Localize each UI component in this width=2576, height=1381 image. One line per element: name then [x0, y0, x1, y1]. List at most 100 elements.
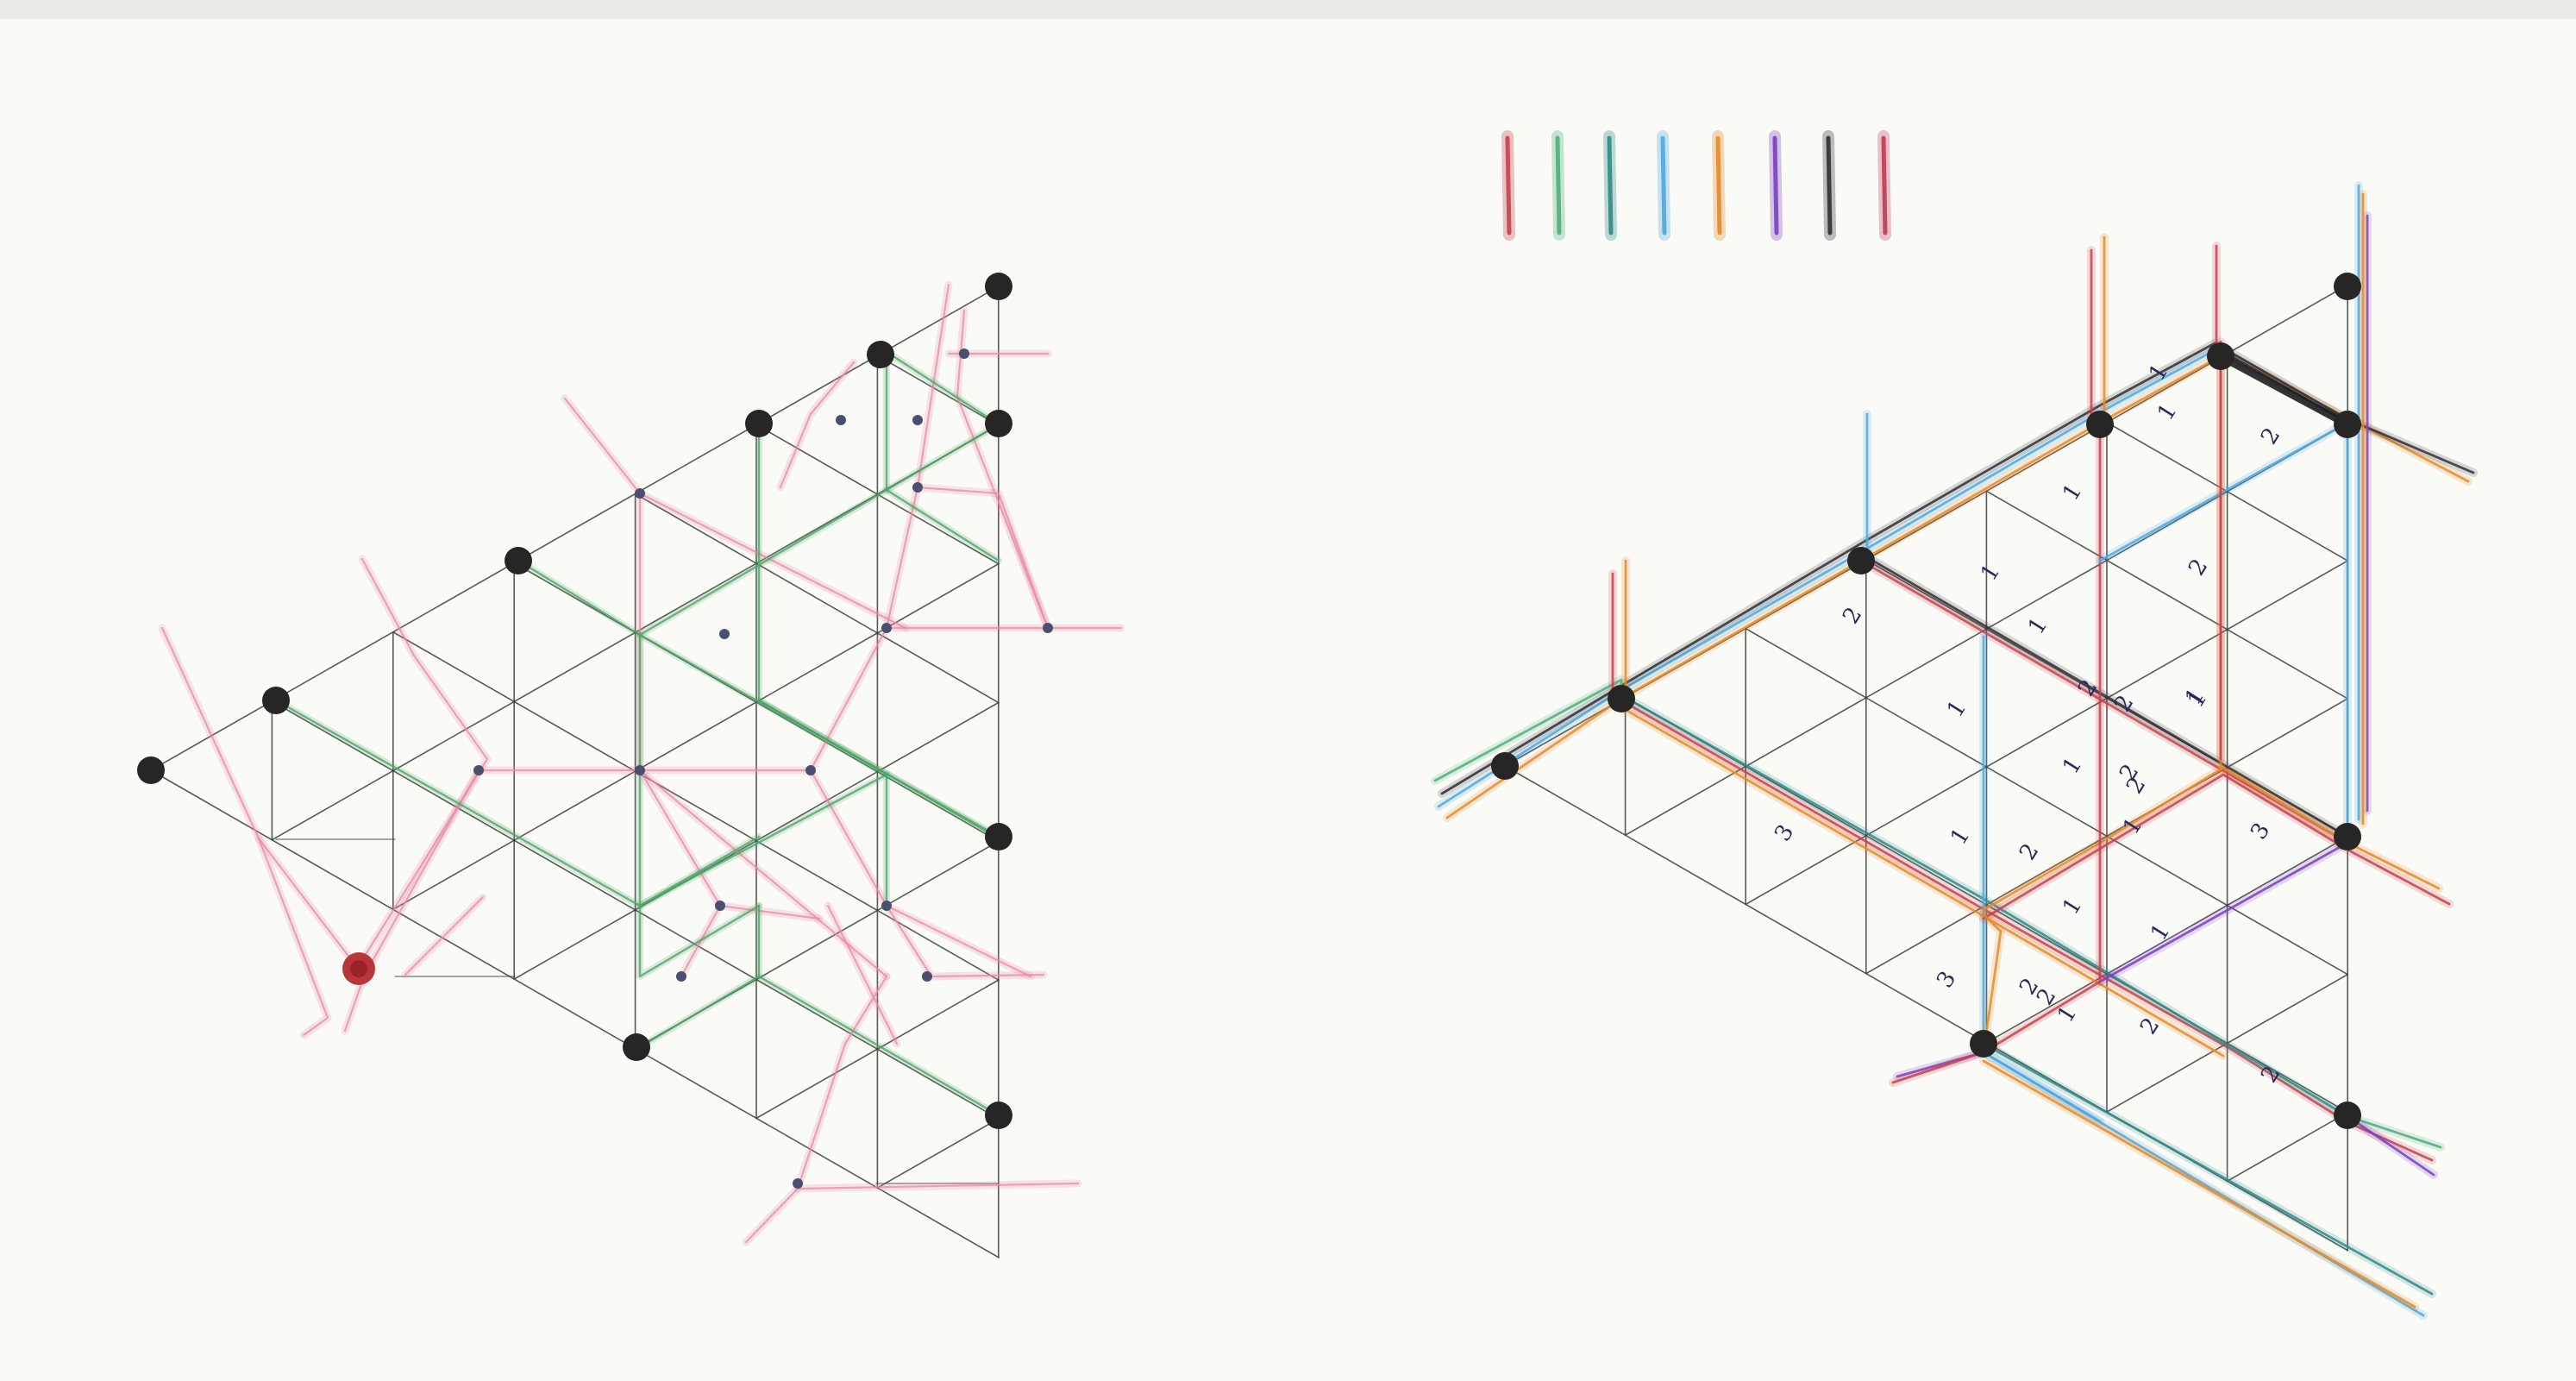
legend-swatch — [1505, 135, 1512, 235]
black-node — [985, 273, 1012, 300]
edge-weight-label: 1 — [2058, 753, 2087, 779]
black-node — [2334, 411, 2361, 438]
edge-weight-label: 2 — [2256, 424, 2285, 449]
small-node — [635, 488, 645, 499]
edge-weight-label: 3 — [1770, 820, 1799, 846]
lattice-rising-line — [150, 286, 1000, 771]
small-node — [836, 415, 846, 425]
lattice-falling-line — [392, 631, 1000, 982]
pink-tree-stroke — [257, 837, 329, 1037]
route-stroke-halo — [1443, 349, 2473, 822]
pink-tree-stroke — [362, 769, 642, 978]
legend-swatch — [1555, 135, 1562, 235]
route-stroke — [1982, 1042, 2434, 1296]
route-stroke-halo — [1979, 770, 2454, 923]
pink-tree-stroke-halo — [360, 766, 644, 981]
pink-tree-stroke — [404, 895, 485, 976]
route-stroke — [2346, 1114, 2435, 1177]
route-stroke — [1859, 559, 2349, 844]
black-node — [1970, 1030, 1997, 1058]
green-tree-stroke — [638, 773, 888, 907]
pink-tree-stroke — [744, 975, 888, 1244]
left-small-nodes — [473, 348, 1053, 1189]
lattice-falling-line — [2106, 421, 2348, 562]
small-node — [473, 765, 484, 775]
pink-tree-stroke — [779, 361, 856, 489]
lattice-rising-line — [2226, 1111, 2348, 1183]
edge-weight-label: 2 — [1838, 603, 1867, 629]
right-colored-routes — [1431, 181, 2478, 1320]
green-tree-stroke — [885, 350, 1000, 426]
lattice-rising-line — [392, 562, 1000, 911]
green-tree-stroke — [638, 488, 888, 637]
pink-tree-stroke — [826, 904, 899, 1045]
legend-swatch — [1881, 135, 1888, 235]
color-legend — [1501, 130, 1891, 241]
lattice-falling-line — [513, 562, 1000, 843]
route-stroke — [1982, 773, 2451, 920]
pink-tree-stroke-halo — [561, 394, 910, 632]
route-stroke — [1620, 706, 2225, 1058]
right-black-nodes — [1491, 273, 2361, 1129]
route-stroke — [1891, 423, 2102, 1084]
black-node — [2086, 411, 2114, 438]
pink-tree-stroke-halo — [806, 624, 1125, 775]
route-stroke — [1445, 352, 2470, 819]
pink-tree-stroke-halo — [742, 972, 891, 1246]
pink-tree-stroke — [718, 904, 821, 920]
edge-weight-label: 1 — [2023, 613, 2053, 639]
black-node — [745, 410, 773, 437]
edge-weight-label: 2 — [2184, 555, 2213, 581]
edge-weight-label: 3 — [1932, 967, 1961, 993]
left-black-nodes — [137, 273, 1012, 1129]
edge-weight-label: 1 — [2058, 894, 2087, 920]
small-node — [912, 415, 923, 425]
black-node — [2334, 273, 2361, 300]
legend-swatch — [1772, 135, 1779, 235]
black-node — [137, 756, 165, 784]
route-stroke — [1982, 766, 2441, 912]
pink-tree-stroke — [360, 557, 489, 962]
lattice-falling-line — [634, 493, 1000, 704]
black-node — [2334, 823, 2361, 851]
green-tree-stroke — [885, 423, 1000, 492]
small-node — [912, 482, 923, 493]
black-node — [2207, 342, 2234, 370]
pink-tree-stroke — [160, 626, 366, 1033]
left-green-tree — [273, 348, 1002, 1119]
black-node — [985, 1102, 1012, 1129]
pink-tree-stroke — [916, 283, 950, 489]
pink-tree-stroke — [638, 769, 1032, 978]
small-node — [1043, 623, 1053, 633]
edge-weight-label: 3 — [2246, 819, 2275, 844]
lattice-rising-line — [1985, 836, 2348, 1044]
green-tree-stroke-halo — [273, 697, 762, 909]
edge-weight-label: 1 — [1942, 696, 1971, 722]
lattice-falling-line — [271, 700, 1000, 1120]
black-node — [1608, 685, 1635, 712]
black-node — [262, 687, 290, 714]
highlighted-black-edge — [2216, 352, 2352, 429]
edge-weight-label: 1 — [2058, 480, 2087, 505]
lattice-falling-line — [1985, 490, 2348, 700]
black-node — [985, 823, 1012, 851]
small-node — [922, 971, 932, 982]
black-node — [505, 547, 532, 574]
red-marker-core — [350, 960, 367, 977]
small-node — [881, 623, 892, 633]
green-tree-stroke — [638, 904, 761, 1049]
pink-tree-stroke — [796, 1182, 1080, 1190]
route-stroke — [1859, 552, 2349, 838]
legend-swatch — [1607, 135, 1614, 235]
small-node — [959, 348, 969, 359]
lattice-falling-line — [150, 769, 1000, 1259]
small-node — [715, 901, 725, 911]
small-node — [881, 901, 892, 911]
route-stroke — [1982, 1051, 2425, 1317]
pink-tree-stroke — [885, 486, 1050, 630]
legend-swatch — [1660, 135, 1667, 235]
legend-swatch — [1826, 135, 1833, 235]
left-pink-tree — [158, 280, 1125, 1246]
